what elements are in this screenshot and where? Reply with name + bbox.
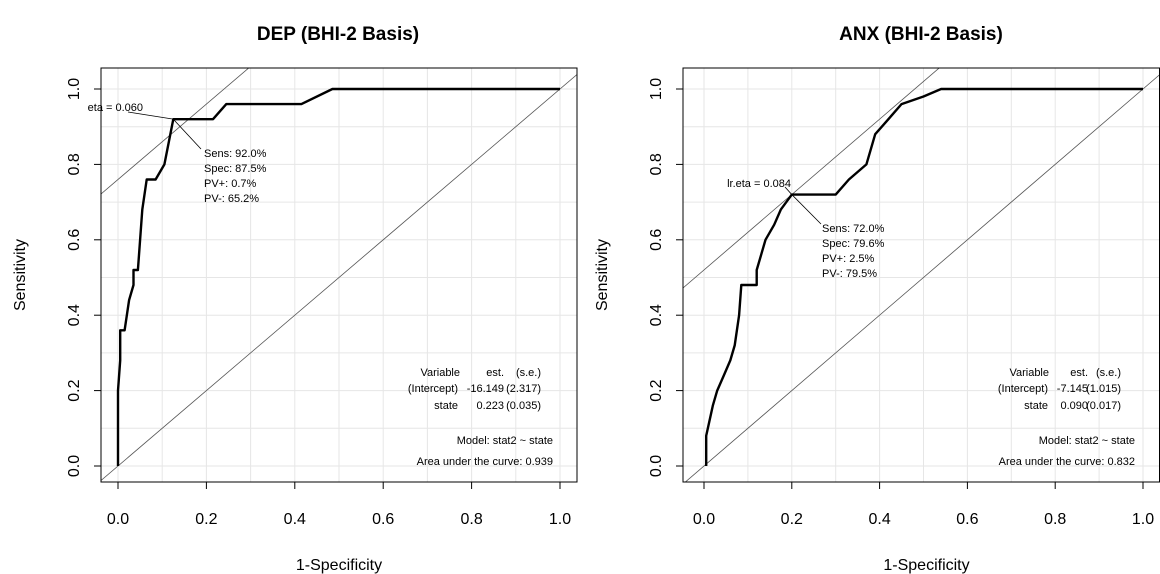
- auc-label: Area under the curve: 0.832: [999, 456, 1135, 468]
- x-tick-label: 0.6: [372, 511, 394, 528]
- y-tick-label: 0.2: [66, 379, 83, 401]
- roc-curve: [705, 87, 1143, 466]
- y-axis-label: Sensitivity: [594, 239, 611, 311]
- plot-area: [683, 68, 1160, 482]
- coef-header: Variable: [1009, 367, 1049, 379]
- stat-line: PV+: 0.7%: [204, 178, 257, 190]
- cutoff-pointer: [784, 186, 793, 195]
- plot-area: [101, 68, 577, 482]
- stats-pointer: [172, 118, 202, 150]
- x-tick-label: 1.0: [1132, 511, 1154, 528]
- x-tick-label: 0.4: [868, 511, 890, 528]
- x-axis-label: 1-Specificity: [296, 557, 382, 574]
- coef-header: est.: [1070, 367, 1088, 379]
- x-tick-label: 0.8: [1044, 511, 1066, 528]
- cutoff-pointer: [127, 111, 174, 120]
- cutoff-label: eta = 0.060: [88, 102, 143, 114]
- y-tick-label: 0.6: [66, 229, 83, 251]
- coef-header: Variable: [420, 367, 460, 379]
- y-tick-label: 1.0: [648, 78, 665, 100]
- coef-estimate: 0.223: [476, 400, 504, 412]
- y-tick-label: 0.8: [66, 153, 83, 175]
- chart-title: DEP (BHI-2 Basis): [257, 24, 419, 45]
- model-formula: Model: stat2 ~ state: [457, 435, 553, 447]
- y-tick-label: 0.8: [648, 153, 665, 175]
- x-tick-label: 0.2: [781, 511, 803, 528]
- coef-header: (s.e.): [516, 367, 541, 379]
- cutoff-annotation: eta = 0.060 Sens: 92.0% Spec: 87.5% PV+: 0.…: [88, 102, 267, 205]
- stat-line: PV-: 79.5%: [822, 268, 877, 280]
- grid-lines: [683, 68, 1160, 482]
- y-tick-label: 0.6: [648, 229, 665, 251]
- tangent-line: [683, 68, 940, 289]
- x-tick-label: 1.0: [549, 511, 571, 528]
- coef-estimate: -7.145: [1057, 383, 1088, 395]
- coef-variable: state: [434, 400, 458, 412]
- coef-variable: (Intercept): [408, 383, 458, 395]
- coef-table: Variable est. (s.e.) (Intercept) -16.149 (2.3…: [408, 367, 541, 412]
- stat-line: PV+: 2.5%: [822, 253, 875, 265]
- roc-curve: [116, 87, 560, 466]
- x-tick-label: 0.8: [460, 511, 482, 528]
- stat-line: Spec: 79.6%: [822, 238, 885, 250]
- tangent-line: [101, 68, 250, 195]
- stat-line: PV-: 65.2%: [204, 193, 259, 205]
- coef-se: (1.015): [1086, 383, 1121, 395]
- x-tick-label: 0.2: [195, 511, 217, 528]
- x-tick-label: 0.0: [107, 511, 129, 528]
- x-axis-label: 1-Specificity: [883, 557, 969, 574]
- reference-diagonal: [684, 73, 1160, 482]
- plot-border: [100, 67, 578, 483]
- y-axis-label: Sensitivity: [12, 239, 29, 311]
- stat-line: Sens: 72.0%: [822, 223, 885, 235]
- x-tick-label: 0.4: [284, 511, 306, 528]
- stat-line: Sens: 92.0%: [204, 148, 267, 160]
- coef-table: Variable est. (s.e.) (Intercept) -7.145(1.01…: [998, 367, 1121, 412]
- model-formula: Model: stat2 ~ state: [1039, 435, 1135, 447]
- coef-estimate: 0.090: [1060, 400, 1088, 412]
- cutoff-label: lr.eta = 0.084: [727, 178, 791, 190]
- coef-se: (0.035): [506, 400, 541, 412]
- y-tick-label: 0.2: [648, 379, 665, 401]
- coef-header: est.: [486, 367, 504, 379]
- y-tick-label: 0.0: [66, 455, 83, 477]
- x-tick-label: 0.6: [956, 511, 978, 528]
- cutoff-annotation: lr.eta = 0.084 Sens: 72.0% Spec: 79.6% PV+:…: [727, 178, 885, 280]
- y-tick-label: 0.0: [648, 455, 665, 477]
- coef-se: (0.017): [1086, 400, 1121, 412]
- coef-header: (s.e.): [1096, 367, 1121, 379]
- coef-estimate: -16.149: [467, 383, 504, 395]
- stats-pointer: [791, 194, 822, 225]
- chart-panel-1: ANX (BHI-2 Basis) 0.0 0.2 0.4 0.6 0.8 1.0 0.0 0.…: [594, 24, 1160, 574]
- y-tick-label: 0.4: [66, 304, 83, 326]
- stat-line: Spec: 87.5%: [204, 163, 267, 175]
- coef-variable: (Intercept): [998, 383, 1048, 395]
- coef-se: (2.317): [506, 383, 541, 395]
- y-tick-label: 0.4: [648, 304, 665, 326]
- chart-panel-0: DEP (BHI-2 Basis) 0.0 0.2 0.4 0.6 0.8 1.0 0.0 0.…: [12, 24, 578, 574]
- reference-diagonal: [101, 73, 577, 482]
- auc-label: Area under the curve: 0.939: [417, 456, 553, 468]
- y-tick-label: 1.0: [66, 78, 83, 100]
- x-tick-label: 0.0: [693, 511, 715, 528]
- coef-variable: state: [1024, 400, 1048, 412]
- plot-border: [682, 67, 1160, 483]
- chart-title: ANX (BHI-2 Basis): [839, 24, 1003, 45]
